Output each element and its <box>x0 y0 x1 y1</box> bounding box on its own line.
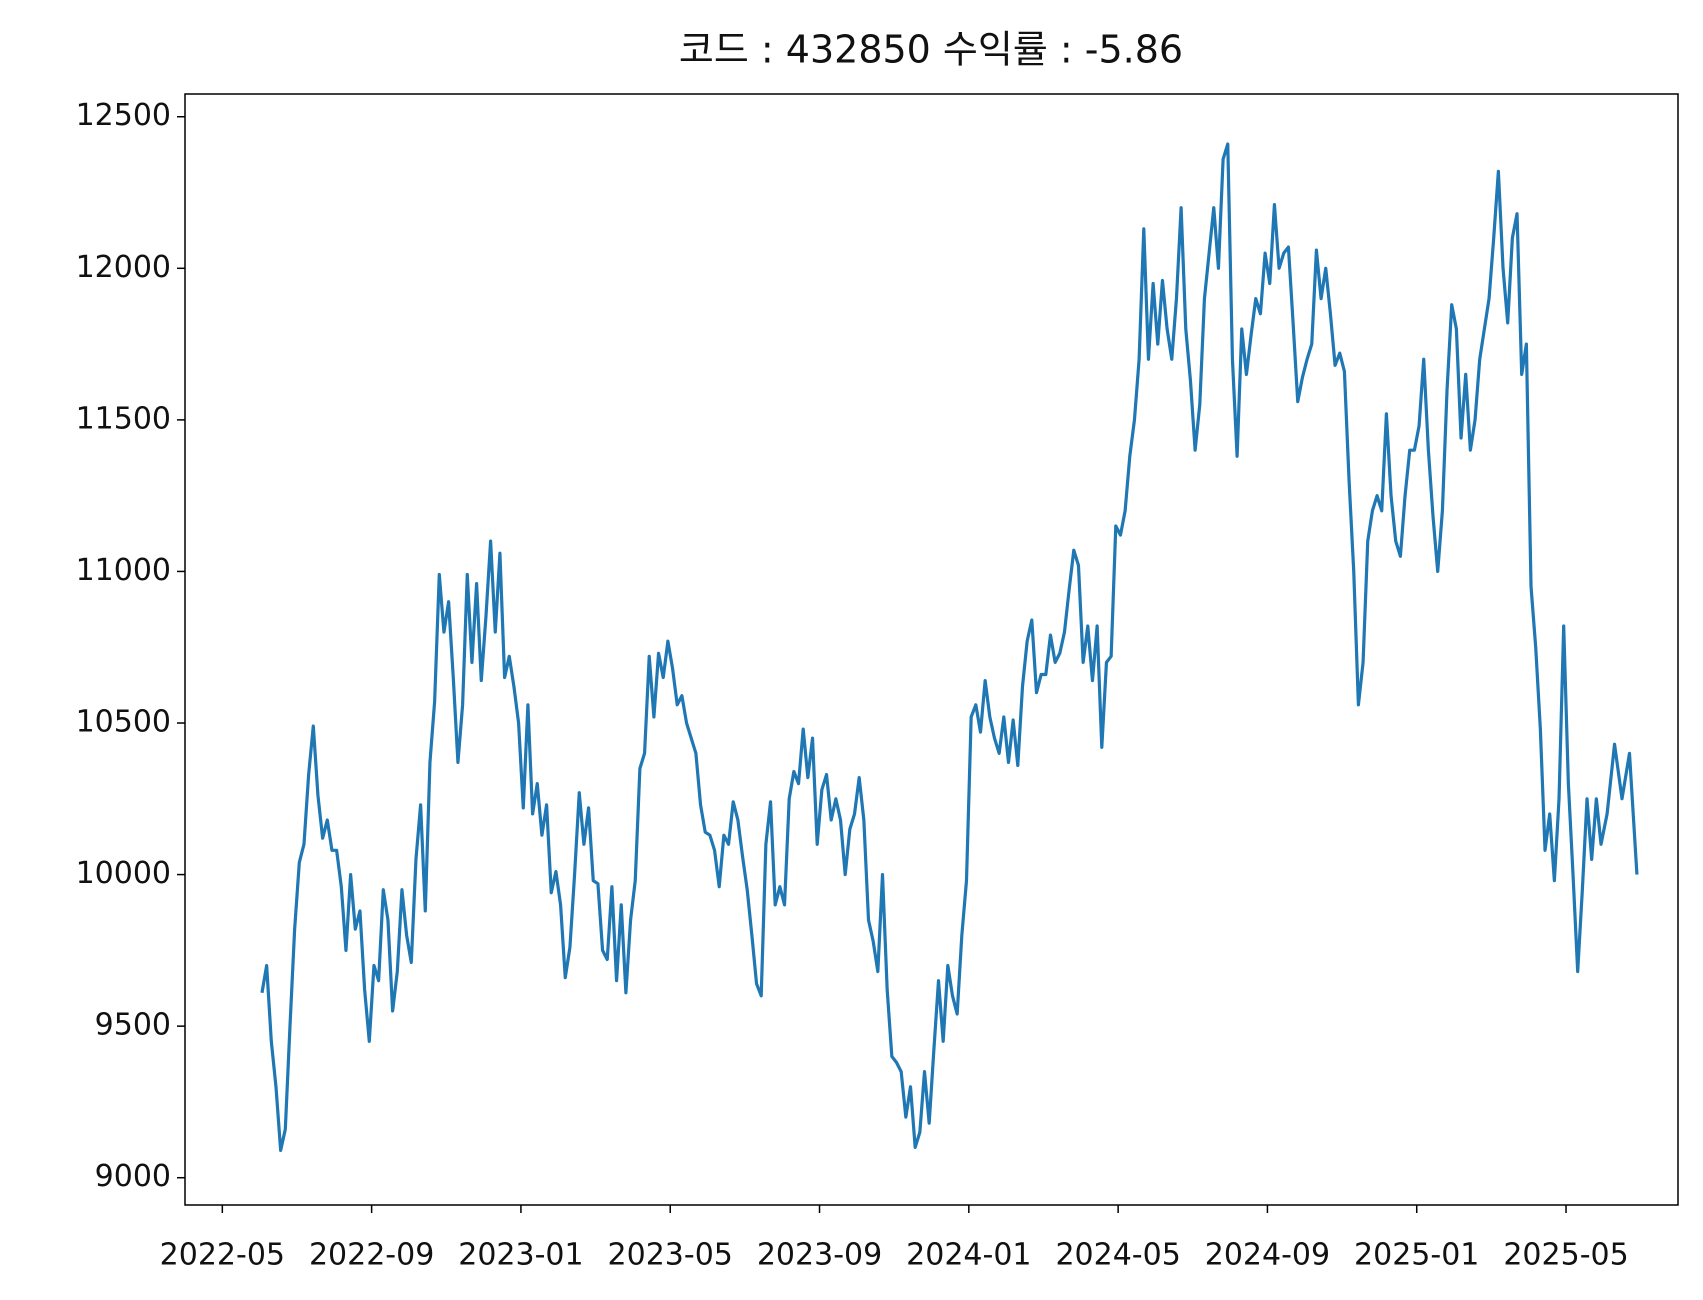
x-tick-label: 2023-09 <box>757 1238 882 1273</box>
x-tick-label: 2022-09 <box>309 1238 434 1273</box>
x-tick-label: 2023-01 <box>458 1238 583 1273</box>
x-tick-label: 2025-01 <box>1354 1238 1479 1273</box>
y-tick-label: 10500 <box>76 705 171 740</box>
y-tick-label: 10000 <box>76 856 171 891</box>
y-tick-label: 12500 <box>76 98 171 133</box>
x-tick-label: 2024-05 <box>1055 1238 1180 1273</box>
y-tick-label: 12000 <box>76 250 171 285</box>
x-tick-label: 2024-09 <box>1205 1238 1330 1273</box>
price-line <box>260 142 1639 1153</box>
plot-frame <box>184 93 1679 1206</box>
x-tick-label: 2023-05 <box>608 1238 733 1273</box>
y-tick-label: 9500 <box>95 1008 171 1043</box>
x-tick-label: 2025-05 <box>1503 1238 1628 1273</box>
y-tick-label: 11000 <box>76 553 171 588</box>
y-tick-label: 11500 <box>76 401 171 436</box>
x-tick-label: 2022-05 <box>160 1238 285 1273</box>
chart-title: 코드 : 432850 수익률 : -5.86 <box>679 28 1183 72</box>
y-tick-label: 9000 <box>95 1159 171 1194</box>
x-tick-label: 2024-01 <box>906 1238 1031 1273</box>
